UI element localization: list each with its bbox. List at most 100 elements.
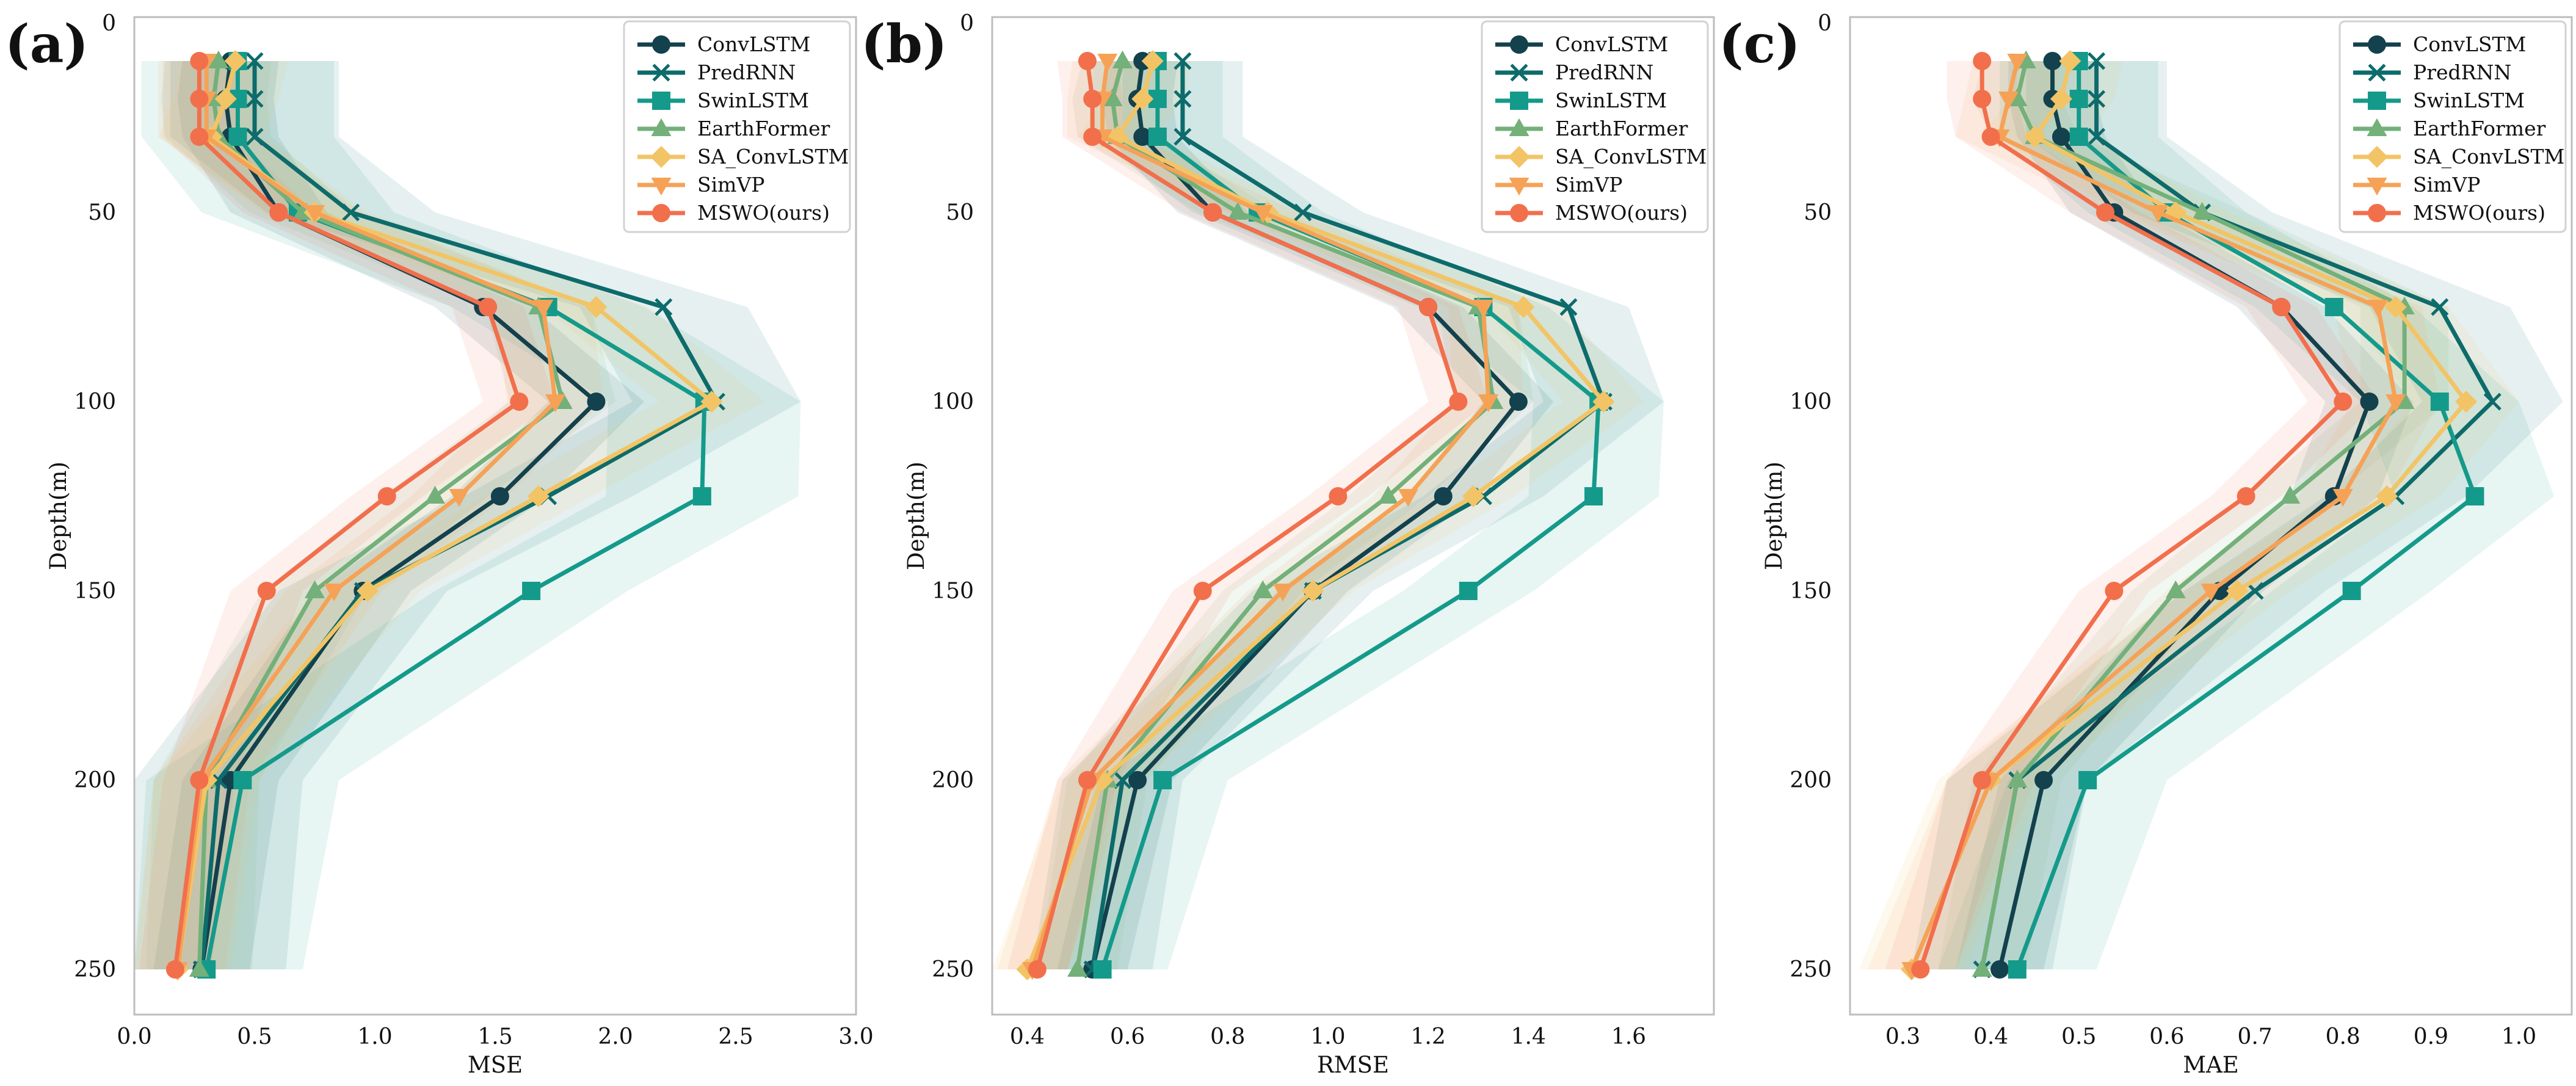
y-tick-label: 250 xyxy=(932,957,974,982)
legend-item: EarthFormer xyxy=(2353,117,2546,140)
data-point xyxy=(1093,960,1112,979)
data-point xyxy=(2272,298,2291,316)
legend-marker xyxy=(1510,92,1528,110)
x-tick-label: 1.0 xyxy=(357,1024,392,1049)
legend-marker xyxy=(651,118,672,136)
data-point xyxy=(2088,128,2106,146)
data-point xyxy=(2237,487,2255,505)
data-point xyxy=(2360,393,2379,411)
data-point xyxy=(2050,88,2072,110)
legend-item: SA_ConvLSTM xyxy=(2353,145,2564,169)
data-point xyxy=(655,298,673,316)
data-point xyxy=(1067,958,1088,977)
chart-panel: (c) 0.3 0.4 0.5 0.6 0.7 0.8 0.9 1.0 0 50 100 150 200 2… xyxy=(1719,11,2573,1078)
data-point xyxy=(1473,300,1493,318)
data-point xyxy=(257,582,276,600)
data-point xyxy=(2384,296,2407,318)
data-point xyxy=(1981,128,2000,146)
series-line xyxy=(1918,61,2345,971)
y-tick-label: 50 xyxy=(946,200,974,225)
legend-label: SwinLSTM xyxy=(2413,89,2525,112)
legend-item: ConvLSTM xyxy=(1495,32,1668,56)
data-point xyxy=(1112,50,1133,68)
legend-marker xyxy=(2368,204,2386,222)
x-tick-label: 2.0 xyxy=(598,1024,633,1049)
axes-frame xyxy=(1849,16,2573,1016)
legend-item: SwinLSTM xyxy=(2353,89,2525,112)
y-axis-label: Depth(m) xyxy=(1761,462,1787,570)
data-point xyxy=(1113,771,1131,789)
data-point xyxy=(1973,771,1992,789)
panel-letter: (c) xyxy=(1719,13,1801,75)
series-line xyxy=(1035,60,1460,970)
data-point xyxy=(245,52,264,70)
legend-marker xyxy=(1510,63,1528,82)
confidence-band xyxy=(992,61,1644,969)
data-point xyxy=(1911,960,1930,979)
x-tick-label: 2.5 xyxy=(718,1024,753,1049)
legend-item: PredRNN xyxy=(637,60,796,84)
data-point xyxy=(1153,771,1172,789)
panel-letter: (b) xyxy=(861,13,948,75)
x-tick-label: 0.6 xyxy=(1110,1024,1145,1049)
legend-marker xyxy=(2367,118,2387,136)
data-point xyxy=(510,393,529,411)
data-point xyxy=(2246,582,2264,600)
legend-label: SimVP xyxy=(2413,173,2481,197)
y-axis-label: Depth(m) xyxy=(903,462,929,570)
y-tick-label: 0 xyxy=(960,11,974,36)
data-point xyxy=(1133,128,1152,146)
data-point xyxy=(1227,201,1248,220)
legend-item: SwinLSTM xyxy=(1495,89,1667,112)
legend-label: SimVP xyxy=(1555,173,1623,197)
data-point xyxy=(214,88,237,110)
data-point xyxy=(165,960,184,979)
data-point xyxy=(2324,298,2343,316)
legend-marker xyxy=(1510,204,1528,222)
legend-marker xyxy=(651,178,672,196)
legend-label: ConvLSTM xyxy=(2413,32,2526,56)
legend-label: SwinLSTM xyxy=(1555,89,1667,112)
data-point xyxy=(2008,960,2026,979)
legend-item: SA_ConvLSTM xyxy=(637,145,849,169)
data-point xyxy=(2034,771,2053,789)
data-point xyxy=(1512,296,1535,318)
chart-panel: (b) 0.4 0.6 0.8 1.0 1.2 1.4 1.6 0 50 100 150 200 250 R… xyxy=(861,11,1715,1078)
data-point xyxy=(2430,393,2449,411)
y-tick-label: 50 xyxy=(88,200,116,225)
legend-marker xyxy=(1508,146,1530,168)
confidence-band xyxy=(1057,61,1554,969)
data-point xyxy=(2105,582,2124,600)
data-point xyxy=(190,52,209,70)
confidence-band xyxy=(1955,61,2414,969)
data-point xyxy=(527,485,550,507)
series-line xyxy=(175,60,714,970)
data-point xyxy=(190,128,209,146)
data-point xyxy=(2052,128,2070,146)
data-point xyxy=(2069,128,2088,146)
series-line xyxy=(1909,60,2398,971)
series-line xyxy=(1979,61,2495,970)
x-tick-label: 1.4 xyxy=(1511,1024,1546,1049)
data-point xyxy=(233,771,252,789)
legend-marker xyxy=(650,146,672,168)
legend-label: SA_ConvLSTM xyxy=(2413,145,2564,169)
data-point xyxy=(2007,769,2028,787)
data-point xyxy=(2023,126,2046,148)
legend-marker xyxy=(1510,35,1528,54)
axes-frame xyxy=(133,16,857,1016)
legend-marker xyxy=(2367,178,2387,196)
data-point xyxy=(1972,958,1992,977)
series-line xyxy=(1909,60,2469,971)
x-tick-label: 0.7 xyxy=(2237,1024,2272,1049)
data-point xyxy=(1449,393,1468,411)
data-point xyxy=(2386,394,2406,413)
series-line xyxy=(173,61,521,970)
data-point xyxy=(2043,52,2062,70)
series-line xyxy=(199,60,598,970)
y-tick-label: 250 xyxy=(1790,957,1832,982)
chart-panel: (a) 0.0 0.5 1.0 1.5 2.0 2.5 3.0 0 50 100 150 200 250 M… xyxy=(5,11,874,1078)
series-line xyxy=(1979,60,2407,970)
data-point xyxy=(700,391,723,413)
legend-item: SwinLSTM xyxy=(637,89,809,112)
